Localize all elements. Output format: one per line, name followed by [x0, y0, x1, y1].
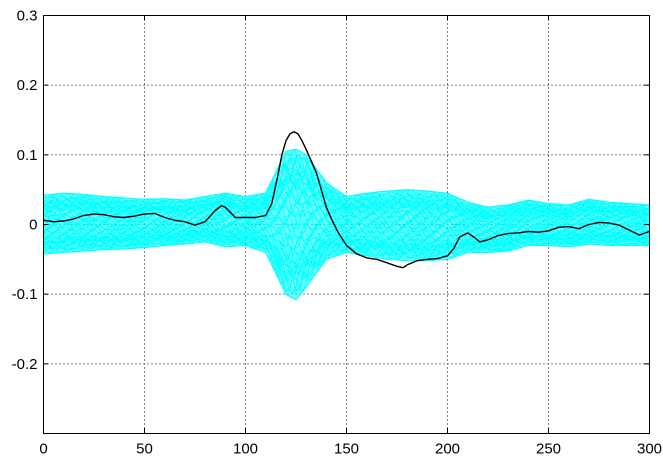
lower-envelope-line — [43, 241, 650, 301]
tick-labels: 0 50 100 150 200 250 300 -0.2 -0.1 0 0.1 0.2 0.3 — [12, 8, 662, 458]
x-tick-label: 50 — [136, 441, 153, 458]
y-tick-label: 0.2 — [17, 77, 38, 94]
trial-trace — [43, 185, 650, 225]
y-tick-label: 0 — [29, 217, 37, 234]
y-tick-label: 0.3 — [17, 8, 38, 25]
upper-envelope-line — [43, 148, 650, 208]
trial-trace — [43, 156, 650, 218]
x-tick-label: 150 — [334, 441, 359, 458]
trial-trace — [43, 154, 650, 217]
trial-trace — [43, 230, 650, 291]
mean-trace-layer — [43, 131, 650, 269]
trial-trace — [43, 211, 650, 238]
trial-trace — [43, 160, 650, 217]
trial-trace — [43, 201, 650, 235]
x-tick-label: 200 — [435, 441, 460, 458]
mean-trace-line — [43, 131, 650, 269]
trial-trace — [43, 152, 650, 218]
trial-trace — [43, 191, 650, 228]
trial-trace — [43, 167, 650, 219]
trial-traces-band — [43, 148, 650, 301]
x-tick-label: 100 — [233, 441, 258, 458]
y-tick-label: -0.1 — [12, 286, 38, 303]
y-tick-label: -0.2 — [12, 356, 38, 373]
x-tick-label: 300 — [637, 441, 662, 458]
x-tick-label: 250 — [536, 441, 561, 458]
axis-ticks — [43, 15, 650, 434]
x-tick-label: 0 — [39, 441, 47, 458]
y-tick-label: 0.1 — [17, 147, 38, 164]
